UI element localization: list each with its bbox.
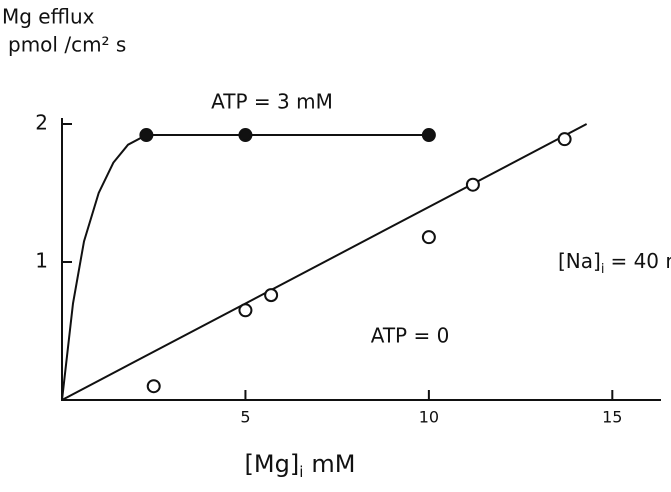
x-label-unit: mM: [311, 450, 355, 478]
data-point: [238, 128, 253, 143]
annotation-sub: i: [601, 262, 605, 277]
x-tick-label: 5: [240, 408, 250, 427]
series-label: ATP = 0: [371, 324, 450, 348]
x-label-main: [Mg]: [245, 450, 300, 478]
data-point: [557, 132, 572, 147]
data-point: [146, 379, 161, 394]
data-point: [264, 288, 279, 303]
annotation-main: [Na]: [558, 249, 601, 273]
x-axis-label: [Mg]i mM: [245, 450, 356, 481]
y-tick-label: 1: [35, 249, 48, 273]
x-tick-label: 15: [602, 408, 622, 427]
x-tick-label: 10: [419, 408, 439, 427]
data-point: [238, 303, 253, 318]
annotation: [Na]i = 40 mM: [558, 249, 671, 277]
series-label: ATP = 3 mM: [211, 90, 333, 114]
annotation-rest: = 40 mM: [610, 249, 671, 273]
y-axis-label: pmol /cm² s: [8, 33, 126, 57]
x-label-sub: i: [299, 463, 303, 481]
fit-curve: [61, 134, 429, 401]
data-point: [465, 177, 480, 192]
data-point: [421, 230, 436, 245]
fit-curve: [61, 123, 588, 401]
y-axis-label: Mg efflux: [2, 5, 95, 29]
data-point: [421, 128, 436, 143]
data-point: [139, 128, 154, 143]
y-tick-label: 2: [35, 111, 48, 135]
